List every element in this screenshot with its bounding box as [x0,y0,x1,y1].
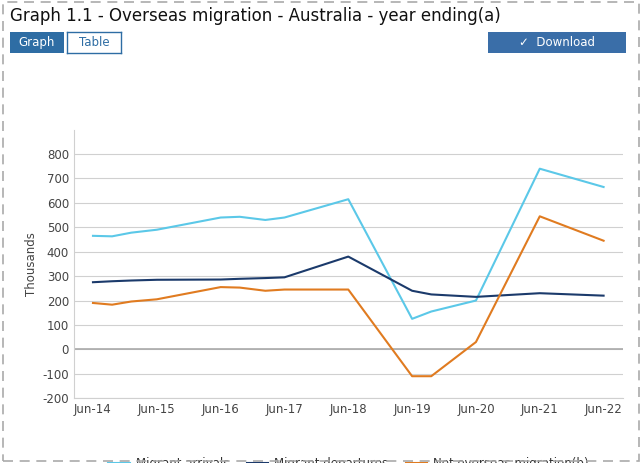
Text: Table: Table [79,36,109,50]
Text: ✓  Download: ✓ Download [519,36,595,50]
Text: Graph 1.1 - Overseas migration - Australia - year ending(a): Graph 1.1 - Overseas migration - Austral… [10,7,500,25]
Legend: Migrant arrivals, Migrant departures, Net overseas migration(b): Migrant arrivals, Migrant departures, Ne… [103,452,593,463]
Text: Graph: Graph [19,36,55,50]
Y-axis label: Thousands: Thousands [25,232,38,296]
